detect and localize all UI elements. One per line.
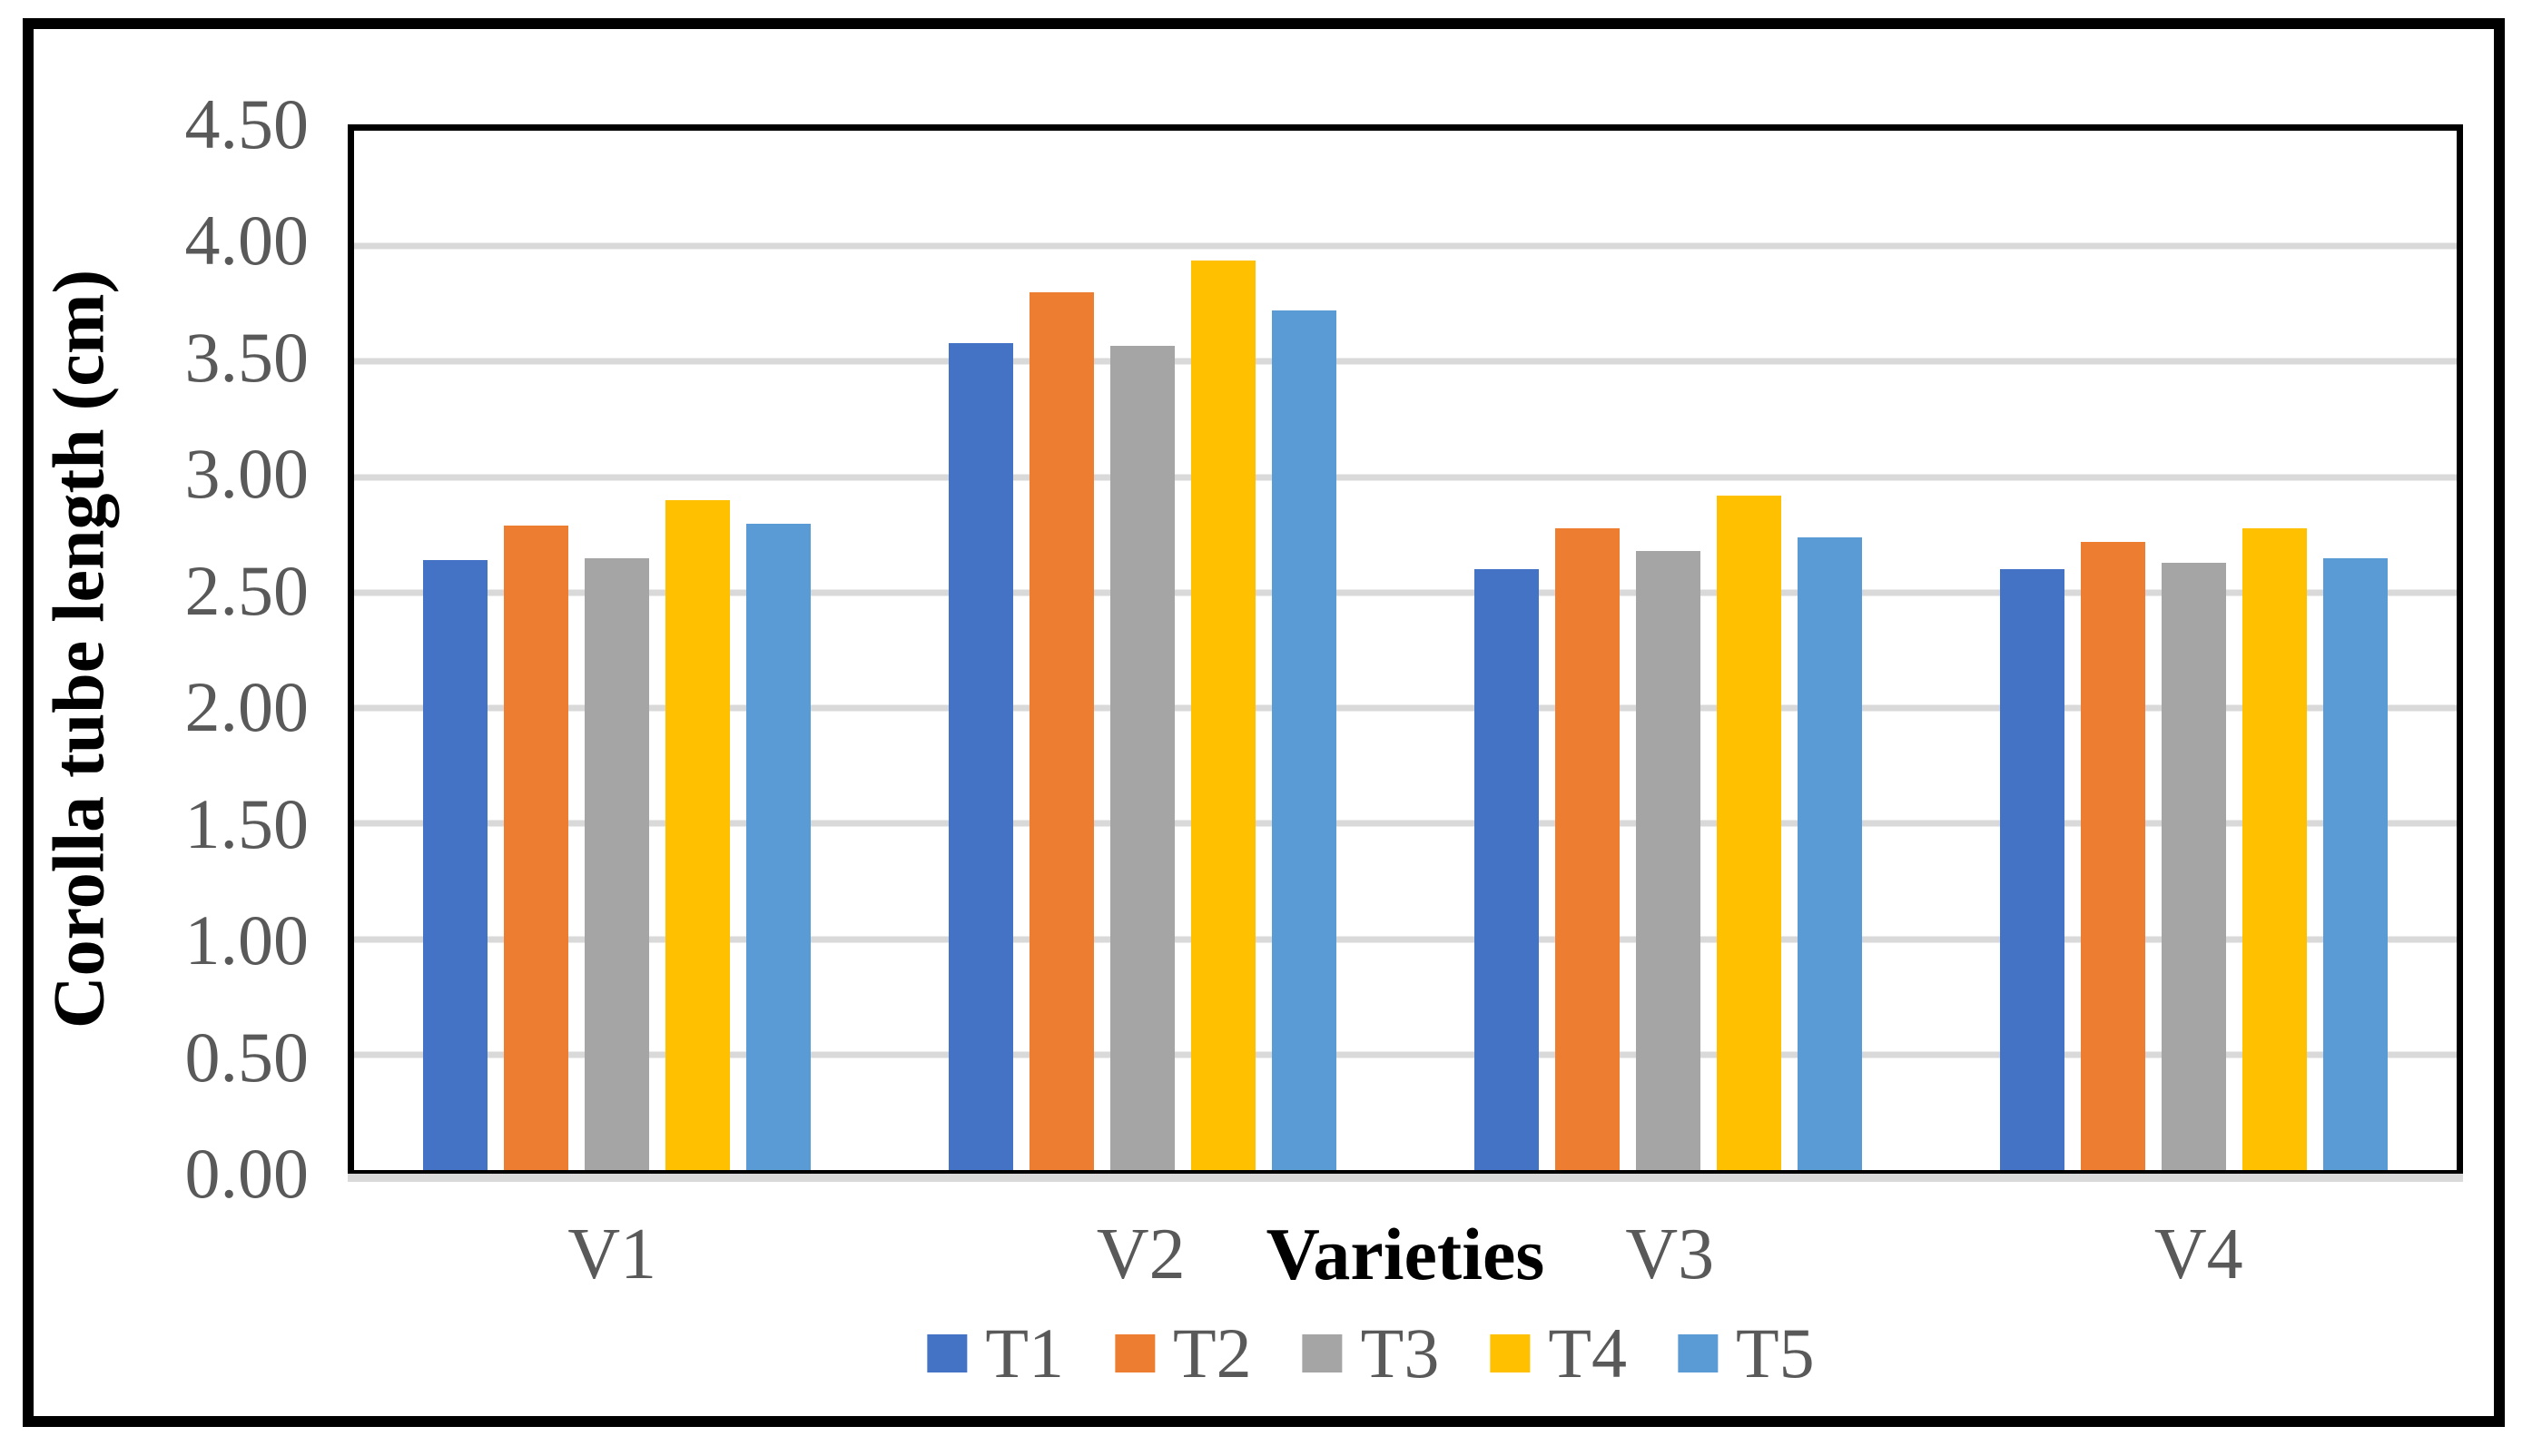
- bar-t5-v2: [1272, 310, 1336, 1170]
- bar-t1-v2: [949, 343, 1013, 1170]
- bar-t1-v1: [423, 560, 488, 1170]
- category-label-v1: V1: [567, 1215, 657, 1294]
- gridline: [354, 474, 2457, 481]
- x-axis-title: Varieties: [1266, 1213, 1545, 1295]
- bar-t4-v1: [665, 500, 730, 1170]
- y-axis-tick-label: 1.50: [184, 783, 310, 863]
- gridline: [354, 242, 2457, 250]
- bar-t3-v3: [1636, 551, 1700, 1170]
- legend-label-t1: T1: [985, 1313, 1065, 1392]
- legend-label-t4: T4: [1548, 1313, 1627, 1392]
- x-axis-category-labels: V1 V2 V3 V4: [348, 1216, 2463, 1298]
- gridlines-layer: [354, 131, 2457, 1170]
- legend-item-t4: T4: [1490, 1318, 1627, 1389]
- bar-t5-v3: [1798, 536, 1862, 1170]
- bar-t5-v1: [746, 523, 811, 1170]
- y-axis-tick-label: 4.50: [184, 84, 310, 163]
- bar-t3-v1: [585, 557, 649, 1170]
- bar-group-v1: [354, 131, 880, 1170]
- bar-group-v2: [880, 131, 1405, 1170]
- y-axis-tick-label: 0.50: [184, 1017, 310, 1097]
- bar-t4-v3: [1717, 496, 1781, 1170]
- bar-t2-v2: [1030, 292, 1094, 1170]
- y-axis-tick-label: 3.00: [184, 434, 310, 514]
- bar-t1-v4: [2000, 569, 2064, 1170]
- bar-t3-v4: [2162, 562, 2226, 1170]
- legend-swatch-t3: [1302, 1334, 1343, 1372]
- y-axis-tick-labels: 4.50 4.00 3.50 3.00 2.50 2.00 1.50 1.00 0.50 0.00: [91, 89, 310, 1209]
- gridline: [354, 704, 2457, 712]
- gridline: [354, 820, 2457, 827]
- bar-t4-v2: [1191, 260, 1256, 1170]
- legend-swatch-t4: [1490, 1334, 1531, 1372]
- bar-t2-v3: [1555, 527, 1620, 1170]
- legend-swatch-t1: [927, 1334, 968, 1372]
- x-axis-baseline-strip: [348, 1174, 2463, 1182]
- legend-item-t5: T5: [1677, 1313, 1815, 1392]
- legend-swatch-t2: [1115, 1334, 1156, 1372]
- bar-t5-v4: [2323, 557, 2388, 1170]
- bars-layer: [354, 131, 2457, 1170]
- bar-t1-v3: [1474, 569, 1539, 1170]
- bar-t3-v2: [1110, 345, 1175, 1170]
- bar-group-v3: [1405, 131, 1931, 1170]
- category-label-v2: V2: [1096, 1215, 1186, 1294]
- legend-item-t3: T3: [1302, 1313, 1440, 1392]
- bar-t2-v4: [2081, 541, 2145, 1170]
- y-axis-tick-label: 4.00: [184, 201, 310, 280]
- plot-area: [348, 124, 2463, 1174]
- legend: T1 T2 T3 T4 T5: [927, 1313, 1815, 1392]
- y-axis-tick-label: 2.00: [184, 667, 310, 747]
- bar-t4-v4: [2242, 527, 2307, 1170]
- legend-item-t1: T1: [927, 1318, 1064, 1389]
- legend-label-t3: T3: [1360, 1313, 1440, 1392]
- gridline: [354, 589, 2457, 596]
- y-axis-tick-label: 1.00: [184, 900, 310, 980]
- gridline: [354, 358, 2457, 365]
- legend-swatch-t5: [1677, 1334, 1718, 1372]
- category-label-v4: V4: [2153, 1215, 2243, 1294]
- y-axis-tick-label: 3.50: [184, 317, 310, 397]
- bar-group-v4: [1931, 131, 2457, 1170]
- legend-item-t2: T2: [1115, 1318, 1252, 1389]
- y-axis-tick-label: 0.00: [184, 1134, 310, 1213]
- legend-label-t5: T5: [1735, 1313, 1815, 1392]
- bar-t2-v1: [504, 526, 568, 1170]
- legend-label-t2: T2: [1173, 1313, 1252, 1392]
- category-label-v3: V3: [1625, 1215, 1715, 1294]
- gridline: [354, 936, 2457, 943]
- y-axis-tick-label: 2.50: [184, 550, 310, 630]
- gridline: [354, 1051, 2457, 1058]
